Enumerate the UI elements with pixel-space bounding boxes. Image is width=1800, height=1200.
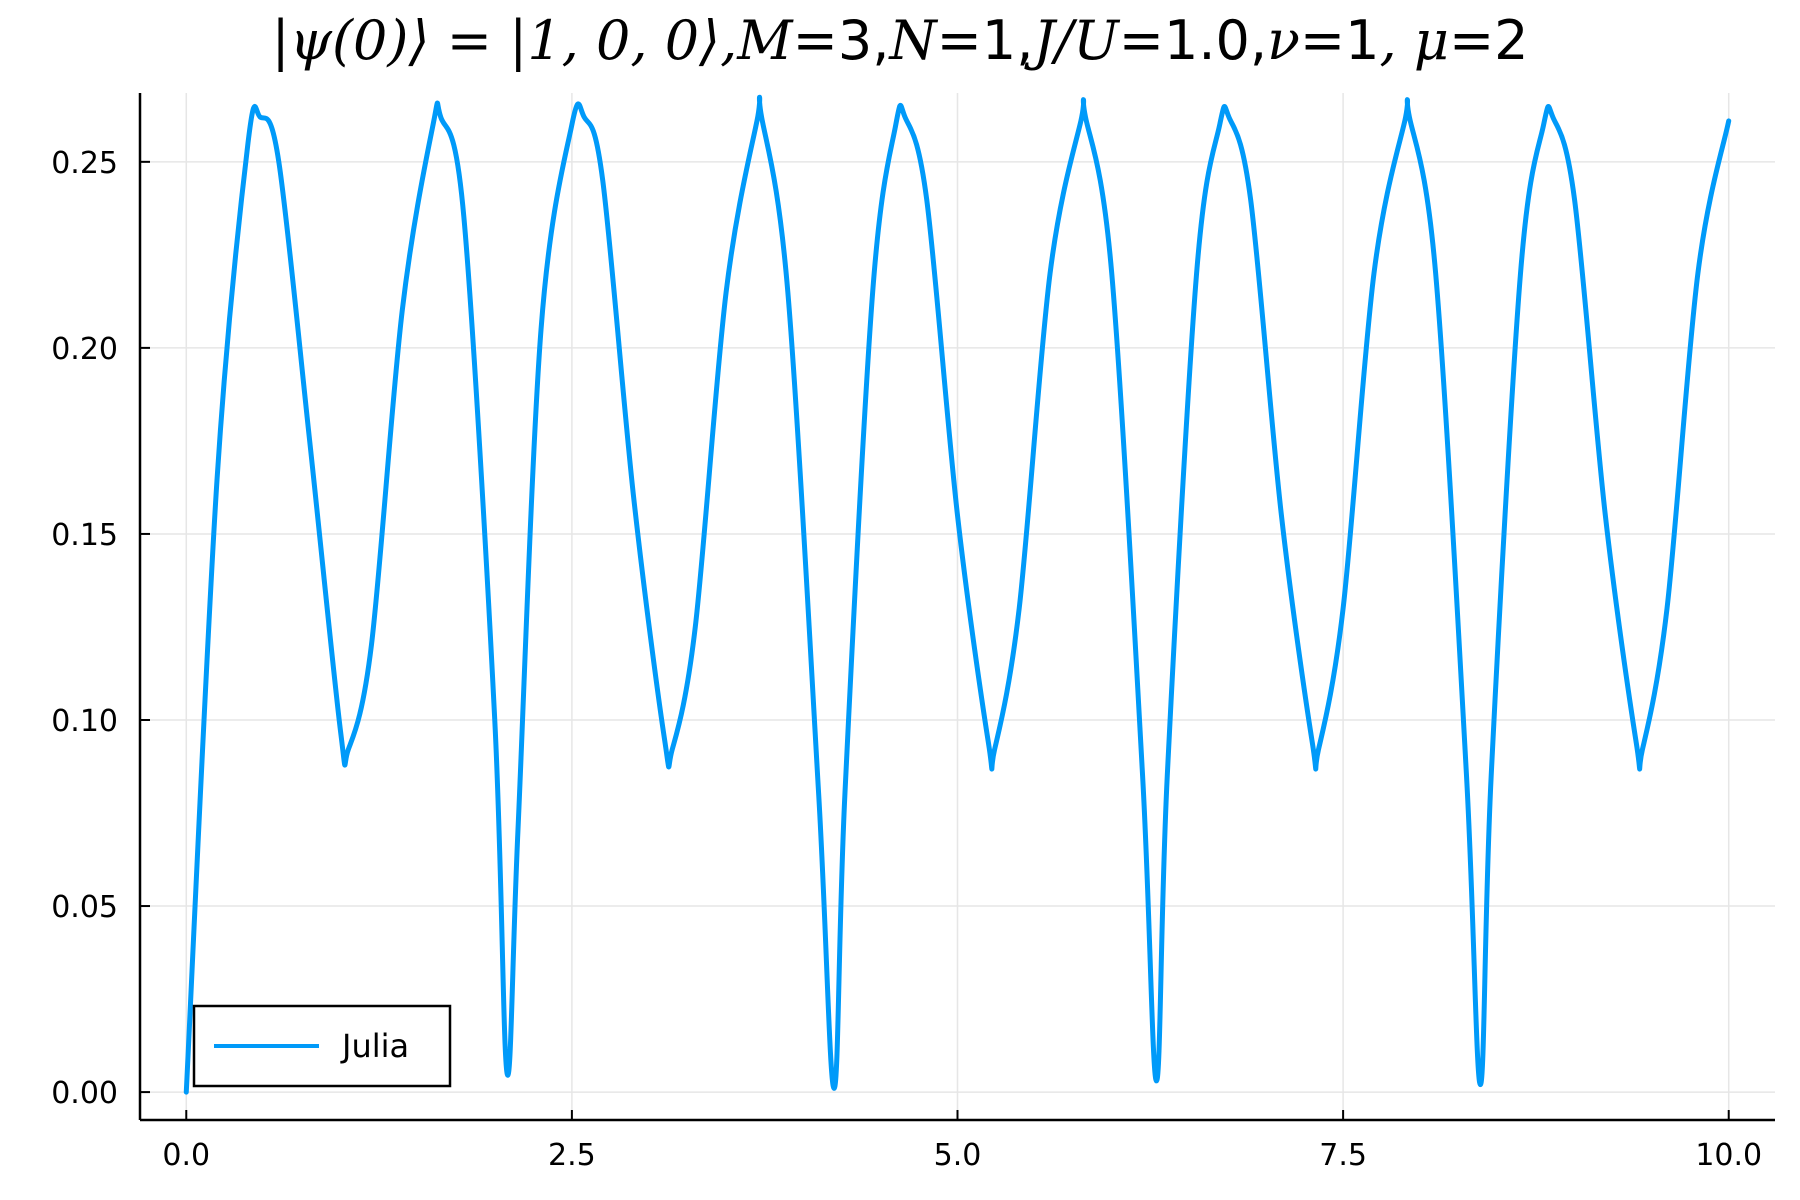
x-tick-label-1: 2.5 [548, 1138, 596, 1173]
title-part-9: , μ [1379, 8, 1449, 72]
y-tick-label-1: 0.05 [51, 890, 118, 925]
y-tick-label-5: 0.25 [51, 146, 118, 181]
title-part-8: =1 [1299, 8, 1380, 72]
title-part-3: N [889, 8, 937, 72]
title-part-6: =1.0, [1118, 8, 1268, 72]
title-part-0: |ψ(0)⟩ = |1, 0, 0⟩, [271, 8, 738, 72]
x-tick-label-3: 7.5 [1319, 1138, 1367, 1173]
y-tick-label-4: 0.20 [51, 332, 118, 367]
chart-title: |ψ(0)⟩ = |1, 0, 0⟩, M =3, N =1, J/U =1.0, ν… [0, 0, 1800, 80]
title-part-2: =3, [792, 8, 890, 72]
x-tick-label-2: 5.0 [934, 1138, 982, 1173]
title-part-5: J/U [1033, 8, 1119, 72]
x-tick-label-0: 0.0 [162, 1138, 210, 1173]
title-part-1: M [737, 8, 793, 72]
title-part-10: =2 [1448, 8, 1529, 72]
x-tick-label-4: 10.0 [1695, 1138, 1762, 1173]
series-line-0 [183, 94, 1732, 1095]
title-part-7: ν [1267, 8, 1300, 72]
legend-label-0: Julia [340, 1027, 409, 1065]
y-tick-label-0: 0.00 [51, 1076, 118, 1111]
y-tick-label-3: 0.15 [51, 518, 118, 553]
y-tick-label-2: 0.10 [51, 704, 118, 739]
title-part-4: =1, [936, 8, 1034, 72]
